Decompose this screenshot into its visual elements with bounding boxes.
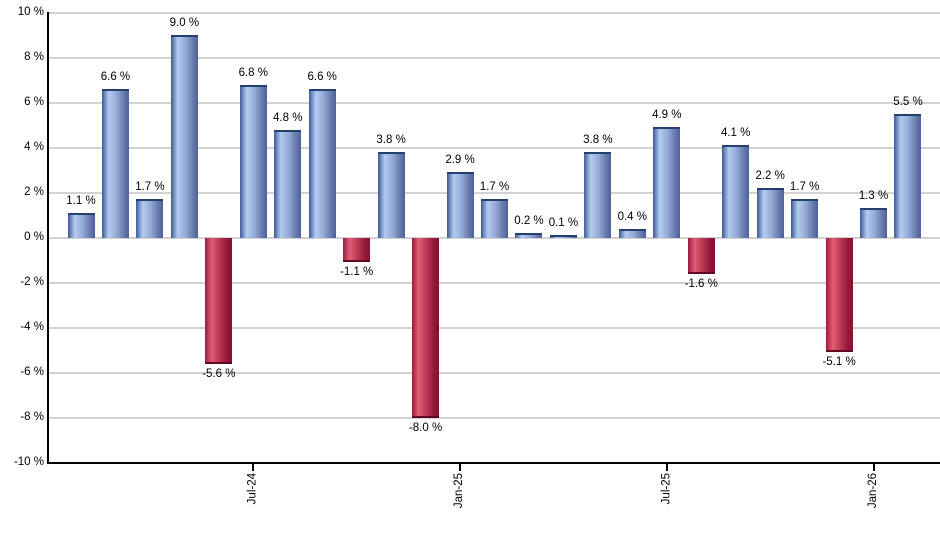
bar-value-label: 0.4 % <box>617 210 648 223</box>
bar <box>205 237 233 364</box>
bar-value-label: 1.1 % <box>66 194 96 207</box>
y-tick-label: 2 % <box>24 185 44 198</box>
bar <box>412 237 440 418</box>
bar <box>239 84 267 238</box>
bar-value-label: 0.1 % <box>548 217 579 230</box>
x-axis-line <box>47 462 940 464</box>
bar <box>687 237 715 274</box>
bar <box>825 237 853 353</box>
y-tick-label: 0 % <box>24 230 44 243</box>
bar <box>308 89 336 238</box>
gridline <box>49 371 940 374</box>
gridline <box>49 236 940 239</box>
gridline <box>49 326 940 329</box>
bar <box>377 152 405 238</box>
bar <box>170 35 198 238</box>
gridline <box>49 281 940 284</box>
bar <box>860 208 888 238</box>
x-tick-mark <box>459 462 462 471</box>
bar <box>584 152 612 238</box>
y-tick-label: -8 % <box>20 410 44 423</box>
x-tick-label: Jan-26 <box>867 473 880 509</box>
gridline <box>49 191 940 194</box>
bar-value-label: 6.6 % <box>307 71 337 83</box>
bar-value-label: 2.2 % <box>755 170 785 182</box>
bar <box>343 237 371 263</box>
bar <box>756 188 784 238</box>
bar <box>653 127 681 238</box>
bar-value-label: 3.8 % <box>583 134 613 146</box>
bar-value-label: 3.8 % <box>376 134 406 146</box>
bar-value-label: 5.5 % <box>893 95 923 108</box>
y-tick-label: -4 % <box>20 320 44 333</box>
x-tick-mark <box>665 462 668 471</box>
x-tick-mark <box>252 462 255 471</box>
bar <box>618 228 646 238</box>
bar-value-label: -5.1 % <box>822 356 856 369</box>
bar <box>791 199 819 238</box>
x-tick-mark <box>872 462 875 471</box>
bar <box>446 172 474 238</box>
y-tick-label: -10 % <box>13 455 44 468</box>
bar-value-label: 0.2 % <box>514 215 544 227</box>
x-tick-label: Jul-25 <box>660 473 673 505</box>
bar <box>136 199 164 238</box>
y-tick-label: 4 % <box>24 140 44 153</box>
bar <box>894 113 922 238</box>
bar-value-label: -1.1 % <box>340 266 374 279</box>
gridline <box>49 11 940 14</box>
gridline <box>49 101 940 104</box>
bar-value-label: -5.6 % <box>202 367 236 380</box>
bar <box>274 129 302 238</box>
bar-value-label: 4.1 % <box>720 127 751 140</box>
bar-value-label: 6.8 % <box>238 66 268 79</box>
y-tick-label: -2 % <box>20 275 44 288</box>
gridline <box>49 56 940 59</box>
bar-value-label: -1.6 % <box>684 277 718 290</box>
bar-value-label: 6.6 % <box>100 71 131 83</box>
bar-value-label: 4.9 % <box>652 109 682 122</box>
x-tick-label: Jan-25 <box>453 473 466 509</box>
y-tick-label: -6 % <box>20 365 44 378</box>
y-tick-label: 10 % <box>17 5 44 18</box>
bar-value-label: 1.7 % <box>789 181 820 194</box>
bar <box>549 235 577 238</box>
bar-value-label: 2.9 % <box>445 154 475 167</box>
bar-value-label: 1.7 % <box>135 181 165 194</box>
bar <box>722 145 750 238</box>
bar <box>67 212 95 238</box>
bar-value-label: 1.7 % <box>479 181 510 194</box>
bar-value-label: -8.0 % <box>408 421 443 434</box>
y-tick-label: 8 % <box>24 50 44 63</box>
bar-value-label: 1.3 % <box>858 190 889 203</box>
bar-value-label: 4.8 % <box>273 111 303 124</box>
x-tick-label: Jul-24 <box>246 473 259 505</box>
y-tick-label: 6 % <box>24 95 44 108</box>
bar <box>515 233 543 238</box>
bar <box>480 199 508 238</box>
gridline <box>49 146 940 149</box>
bar-value-label: 9.0 % <box>169 17 200 29</box>
y-axis-line <box>47 12 49 464</box>
gridline <box>49 416 940 419</box>
bar <box>101 89 129 238</box>
